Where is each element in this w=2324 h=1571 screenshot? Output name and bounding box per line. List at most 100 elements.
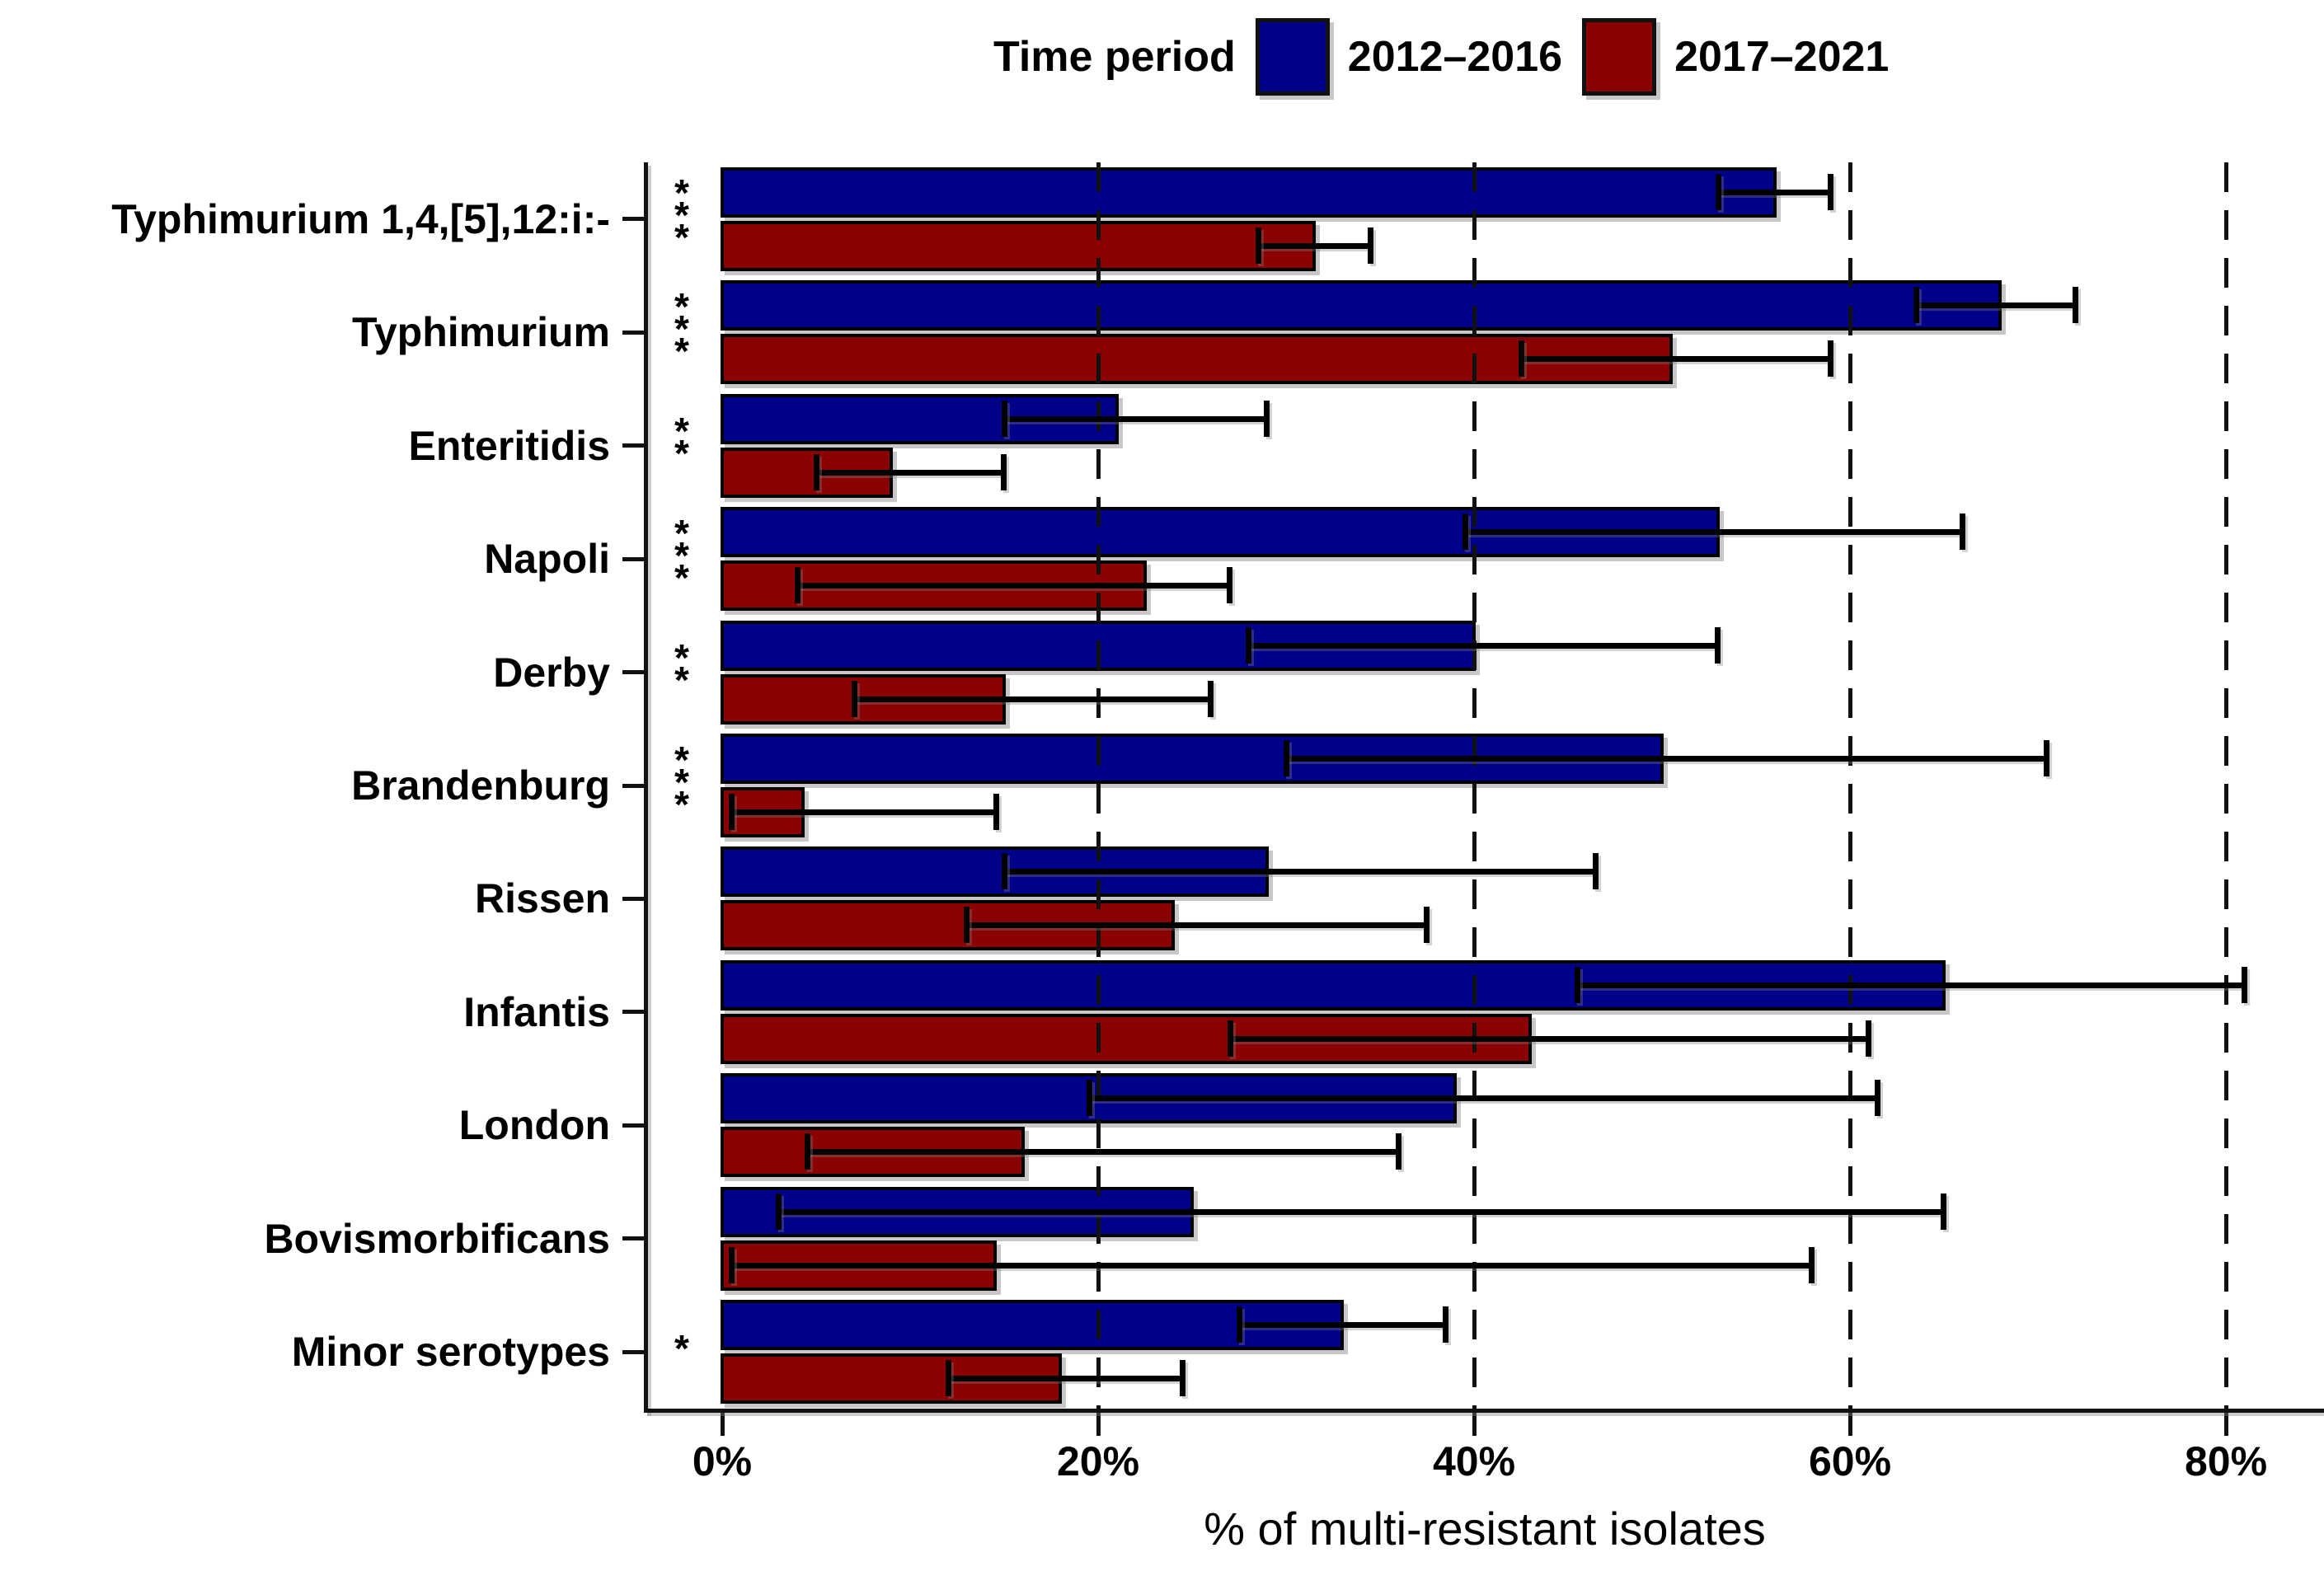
- error-bar-cap-left: [1462, 514, 1468, 551]
- gridline-80pct: [2223, 162, 2228, 1409]
- error-bar-line: [1577, 982, 2245, 988]
- x-axis-label: 0%: [692, 1438, 753, 1484]
- error-bar-line: [1004, 869, 1597, 875]
- error-bar-line: [1718, 189, 1832, 195]
- error-bar-cap-right: [1875, 1080, 1881, 1117]
- x-axis-label: 60%: [1808, 1438, 1892, 1484]
- bar-period2: [721, 220, 1317, 271]
- y-axis-tick: [622, 330, 644, 335]
- error-bar-line: [1915, 302, 2076, 309]
- bar-period2: [721, 673, 1006, 725]
- error-bar-line: [947, 1376, 1183, 1382]
- error-bar-cap-right: [1424, 907, 1430, 944]
- error-bar-cap-left: [804, 1133, 810, 1170]
- error-bar-line: [966, 922, 1427, 929]
- error-bar-cap-right: [1207, 680, 1214, 717]
- significance-marker: * *: [674, 409, 689, 475]
- significance-marker: * * *: [674, 171, 689, 260]
- legend-swatch-2012-2016: [1255, 18, 1330, 96]
- x-axis-tick: [1096, 1413, 1101, 1436]
- y-axis-tick: [622, 896, 644, 901]
- y-axis-label: Typhimurium: [352, 309, 610, 356]
- y-axis-tick: [622, 1010, 644, 1015]
- bar-period1: [721, 280, 2002, 331]
- bar-period2: [721, 1013, 1533, 1064]
- y-axis-label: Brandenburg: [351, 762, 610, 809]
- y-axis-label: Infantis: [463, 988, 610, 1035]
- legend-label-2017-2021: 2017–2021: [1674, 33, 1890, 81]
- x-axis-label: 40%: [1432, 1438, 1516, 1484]
- x-axis-tick: [720, 1413, 725, 1436]
- error-bar-cap-left: [729, 794, 735, 830]
- error-bar-cap-left: [729, 1246, 735, 1283]
- error-bar-cap-left: [945, 1360, 951, 1397]
- error-bar-cap-right: [1593, 853, 1599, 890]
- significance-marker: * *: [674, 635, 689, 701]
- error-bar-cap-right: [2044, 740, 2050, 776]
- error-bar-line: [731, 809, 997, 815]
- x-axis-label: 20%: [1056, 1438, 1140, 1484]
- error-bar-line: [797, 583, 1230, 589]
- error-bar-cap-right: [993, 794, 999, 830]
- y-axis-line: [644, 162, 648, 1413]
- error-bar-line: [1239, 1322, 1446, 1329]
- y-axis-tick: [622, 1349, 644, 1354]
- bar-period1: [721, 166, 1777, 218]
- legend-swatch-2017-2021: [1582, 18, 1657, 96]
- error-bar-cap-right: [1442, 1306, 1448, 1344]
- y-axis-tick: [622, 556, 644, 561]
- error-bar-cap-right: [1809, 1246, 1815, 1283]
- x-axis-tick: [1847, 1413, 1852, 1436]
- y-axis-label: Typhimurium 1,4,[5],12:i:-: [111, 195, 610, 242]
- error-bar-line: [1229, 1035, 1869, 1042]
- error-bar-line: [1521, 356, 1832, 363]
- x-axis-title: % of multi-resistant isolates: [1204, 1503, 1766, 1555]
- error-bar-line: [1257, 242, 1371, 249]
- error-bar-cap-left: [1086, 1080, 1092, 1117]
- error-bar-cap-left: [1237, 1306, 1242, 1344]
- error-bar-line: [806, 1149, 1399, 1156]
- error-bar-cap-left: [851, 680, 857, 717]
- error-bar-cap-right: [1941, 1193, 1946, 1230]
- error-bar-cap-left: [1519, 340, 1524, 378]
- error-bar-cap-left: [814, 453, 819, 490]
- error-bar-cap-right: [1367, 227, 1373, 264]
- error-bar-cap-left: [1002, 853, 1007, 890]
- x-axis-tick: [1472, 1413, 1477, 1436]
- y-axis-label: Napoli: [484, 536, 610, 583]
- y-axis-tick: [622, 217, 644, 222]
- gridline-40pct: [1472, 162, 1477, 1409]
- error-bar-cap-right: [2072, 287, 2078, 324]
- error-bar-cap-right: [1828, 340, 1834, 378]
- legend-label-2012-2016: 2012–2016: [1347, 33, 1563, 81]
- error-bar-cap-right: [1959, 514, 1965, 551]
- error-bar-cap-left: [1575, 966, 1581, 1003]
- error-bar-line: [1286, 756, 2048, 762]
- error-bar-line: [778, 1208, 1944, 1215]
- significance-marker: * * *: [674, 284, 689, 373]
- y-axis-tick: [622, 670, 644, 675]
- significance-marker: * * *: [674, 511, 689, 599]
- gridline-20pct: [1096, 162, 1101, 1409]
- y-axis-label: Minor serotypes: [291, 1329, 610, 1376]
- error-bar-line: [853, 696, 1211, 702]
- error-bar-cap-left: [1227, 1020, 1233, 1057]
- y-axis-tick: [622, 1236, 644, 1241]
- error-bar-cap-right: [2241, 966, 2247, 1003]
- error-bar-cap-right: [1828, 173, 1834, 210]
- bar-period2: [721, 334, 1674, 385]
- error-bar-cap-right: [1001, 453, 1007, 490]
- legend: Time period 2012–2016 2017–2021: [993, 12, 1908, 102]
- error-bar-cap-right: [1715, 626, 1721, 664]
- error-bar-line: [1004, 415, 1268, 422]
- significance-marker: * * *: [674, 738, 689, 826]
- error-bar-cap-left: [776, 1193, 782, 1230]
- error-bar-cap-left: [1913, 287, 1919, 324]
- error-bar-cap-right: [1395, 1133, 1401, 1170]
- y-axis-tick: [622, 443, 644, 448]
- error-bar-cap-left: [1716, 173, 1722, 210]
- x-axis-label: 80%: [2184, 1438, 2268, 1484]
- error-bar-cap-right: [1865, 1020, 1871, 1057]
- significance-marker: *: [674, 1326, 689, 1370]
